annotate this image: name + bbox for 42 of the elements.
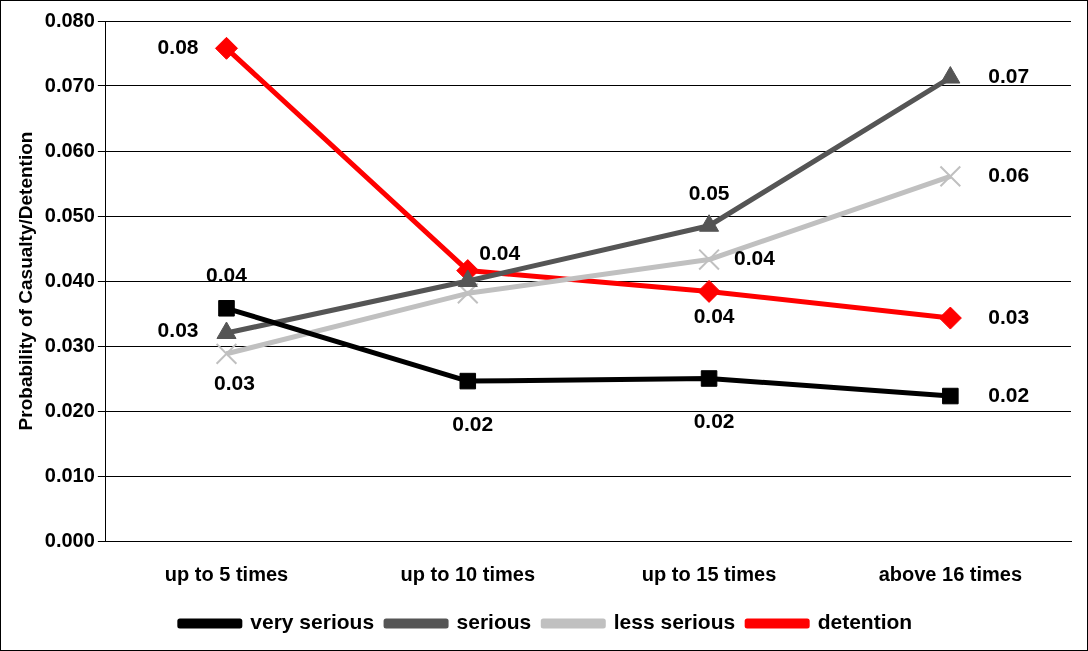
point [218, 300, 235, 317]
point [942, 387, 959, 405]
x-tick-label: above 16 times [878, 562, 1023, 585]
point [938, 306, 962, 330]
y-tick-label: 0.000 [44, 528, 95, 551]
y-tick-label: 0.030 [44, 333, 95, 356]
data-label: 0.04 [479, 241, 521, 265]
y-tick-label: 0.060 [44, 138, 95, 161]
y-tick-label: 0.070 [44, 73, 95, 96]
data-label: 0.02 [988, 382, 1030, 406]
y-tick-label: 0.080 [44, 8, 95, 31]
data-label: 0.05 [688, 180, 730, 204]
x-tick-label: up to 5 times [164, 562, 289, 585]
point [698, 248, 720, 271]
y-tick-label: 0.040 [44, 268, 95, 291]
data-label: 0.02 [452, 411, 494, 435]
data-label: 0.03 [988, 304, 1030, 328]
y-tick-label: 0.020 [44, 398, 95, 421]
data-label: 0.07 [988, 64, 1030, 88]
y-axis-title: Probability of Casualty/Detention [14, 131, 36, 431]
data-label: 0.08 [157, 35, 199, 59]
data-label: 0.06 [988, 163, 1030, 187]
y-tick-label: 0.050 [44, 203, 95, 226]
data-label: 0.04 [734, 246, 776, 270]
data-label: 0.03 [157, 317, 199, 341]
point [456, 282, 479, 305]
data-label: 0.03 [214, 370, 255, 394]
point [939, 165, 962, 188]
x-tick-label: up to 10 times [400, 562, 536, 585]
point [215, 342, 238, 365]
legend-label: very serious [250, 610, 375, 634]
point [214, 36, 238, 60]
y-tick-label: 0.010 [44, 463, 95, 486]
point [700, 370, 718, 387]
point [459, 372, 477, 390]
data-label: 0.02 [693, 409, 735, 433]
legend-label: serious [456, 610, 532, 634]
point [697, 279, 721, 303]
data-label: 0.04 [693, 304, 735, 328]
x-tick-label: up to 15 times [641, 562, 777, 585]
legend-label: detention [817, 610, 913, 634]
legend-label: less serious [613, 610, 736, 634]
